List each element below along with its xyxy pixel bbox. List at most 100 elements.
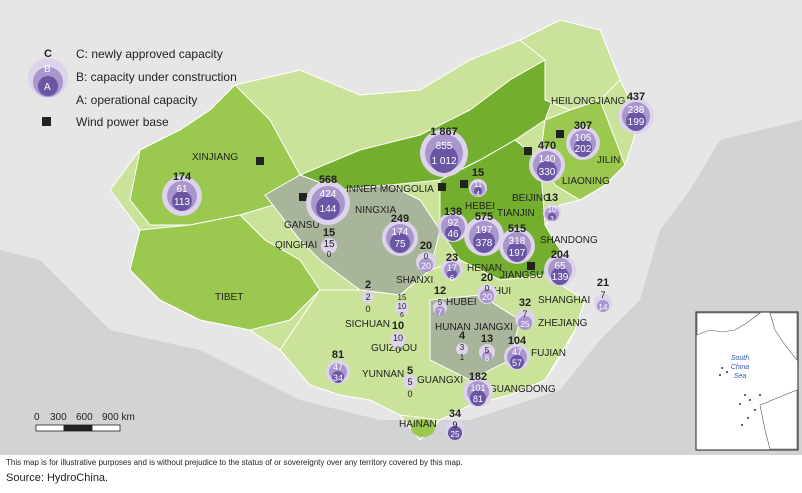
value-a: 1 012 — [431, 156, 456, 167]
circle-a — [480, 289, 494, 303]
value-b: 92 — [447, 218, 459, 229]
region-label: XINJIANG — [192, 152, 238, 163]
value-b: 10 — [393, 333, 403, 343]
inset-label: South — [731, 355, 749, 362]
circle-a — [172, 191, 192, 211]
value-b: 3 — [460, 343, 465, 352]
value-c: 23 — [446, 252, 458, 264]
wind-base-marker — [524, 147, 532, 155]
capacity-group-hubei: 12 5 7 — [433, 285, 447, 317]
value-c: 13 — [481, 333, 493, 345]
capacity-group-tianjin: 13 10 3 — [543, 192, 561, 223]
region-label: JIANGSU — [500, 270, 543, 281]
value-c: 15 — [398, 293, 407, 302]
capacity-markers: 174 61 113 568 424 144 1 867 855 1 012 — [162, 91, 654, 440]
region-labels: XINJIANG TIBET QINGHAI GANSU NINGXIA INN… — [192, 96, 626, 430]
circle-a — [507, 242, 527, 262]
capacity-group-heilongjiang: 437 238 199 — [618, 91, 654, 134]
value-b: 174 — [392, 227, 409, 238]
value-c: 4 — [459, 330, 466, 342]
wind-base-marker — [438, 183, 446, 191]
value-b: 7 — [522, 309, 527, 319]
circle-a — [548, 213, 556, 221]
value-a: 0 — [365, 304, 370, 314]
capacity-group-shanxi: 138 92 46 — [438, 206, 468, 242]
region-label: NINGXIA — [355, 205, 396, 216]
capacity-group-liaoning: 470 140 330 — [529, 140, 565, 183]
value-a: 330 — [539, 167, 556, 178]
circle-c — [456, 343, 468, 355]
circle-a — [574, 139, 592, 157]
value-a: 81 — [473, 394, 483, 404]
circle-c — [390, 332, 406, 348]
wind-capacity-map: C B A C: newly approved capacity B: capa… — [0, 0, 802, 455]
value-c: 32 — [519, 297, 531, 309]
value-c: 575 — [475, 211, 493, 223]
circle-a — [435, 306, 445, 316]
inset-islands — [719, 367, 761, 426]
scale-label: 600 — [76, 412, 93, 423]
circle-a — [419, 258, 433, 272]
region-label: BEIJING — [512, 193, 551, 204]
scale-segment — [63, 424, 93, 432]
value-b: 105 — [575, 133, 592, 144]
region-label: HUNAN — [435, 322, 471, 333]
value-b: 47 — [333, 362, 343, 372]
value-a: 34 — [333, 373, 343, 383]
value-c: 10 — [392, 320, 404, 332]
scale-segment — [35, 424, 65, 432]
region-label: SHANXI — [396, 275, 433, 286]
circle-a — [510, 355, 524, 369]
region-label: TIBET — [215, 292, 243, 303]
circle-a — [390, 233, 410, 253]
circle-a — [470, 390, 486, 406]
circle-a — [473, 231, 495, 253]
region-label: HUBEI — [446, 297, 477, 308]
value-c: 104 — [508, 335, 527, 347]
value-a: 46 — [447, 229, 459, 240]
value-c: 515 — [508, 223, 526, 235]
value-b: 197 — [476, 225, 493, 236]
region-label: SHANGHAI — [538, 295, 590, 306]
capacity-group-hebei: 575 197 378 — [464, 211, 504, 256]
scale-label: 900 km — [102, 412, 135, 423]
value-b: 15 — [323, 239, 335, 250]
value-c: 568 — [319, 174, 337, 186]
value-c: 138 — [444, 206, 462, 218]
value-c: 437 — [627, 91, 645, 103]
wind-base-marker — [299, 193, 307, 201]
wind-bases — [256, 130, 564, 270]
value-c: 174 — [173, 171, 192, 183]
circle-a — [445, 225, 461, 241]
legend-letter-b: B — [44, 64, 51, 75]
value-c: 2 — [365, 279, 371, 291]
region-label: LIAONING — [562, 176, 610, 187]
legend-letter-a: A — [44, 82, 51, 93]
value-b: 424 — [320, 189, 337, 200]
value-b: 5 — [438, 298, 443, 307]
value-b: 17 — [447, 263, 457, 273]
value-a: 14 — [599, 303, 608, 312]
value-c: 81 — [332, 349, 344, 361]
value-c: 204 — [551, 249, 570, 261]
circle-a — [597, 300, 609, 312]
inset-island — [769, 312, 798, 361]
circle-c — [403, 375, 417, 389]
capacity-group-hainan: 34 9 25 — [445, 408, 465, 440]
value-c: 5 — [407, 365, 413, 377]
value-a: 25 — [521, 320, 530, 329]
value-c: 307 — [574, 120, 592, 132]
legend-b-text: B: capacity under construction — [76, 70, 237, 84]
circle-a — [482, 351, 492, 361]
value-c: 15 — [323, 227, 335, 239]
value-a: 197 — [509, 248, 526, 259]
inset-label: Sea — [734, 373, 747, 380]
capacity-group-shandong: 515 318 197 — [499, 223, 535, 264]
region-label: FUJIAN — [531, 348, 566, 359]
capacity-group-guangdong: 182 101 81 — [463, 371, 493, 407]
value-b: 7 — [600, 290, 605, 300]
value-c: 249 — [391, 213, 409, 225]
capacity-group-sichuan: 2 2 0 — [362, 279, 374, 314]
inset-south-china-sea: South China Sea — [695, 311, 799, 451]
map-canvas: C B A C: newly approved capacity B: capa… — [0, 0, 802, 455]
